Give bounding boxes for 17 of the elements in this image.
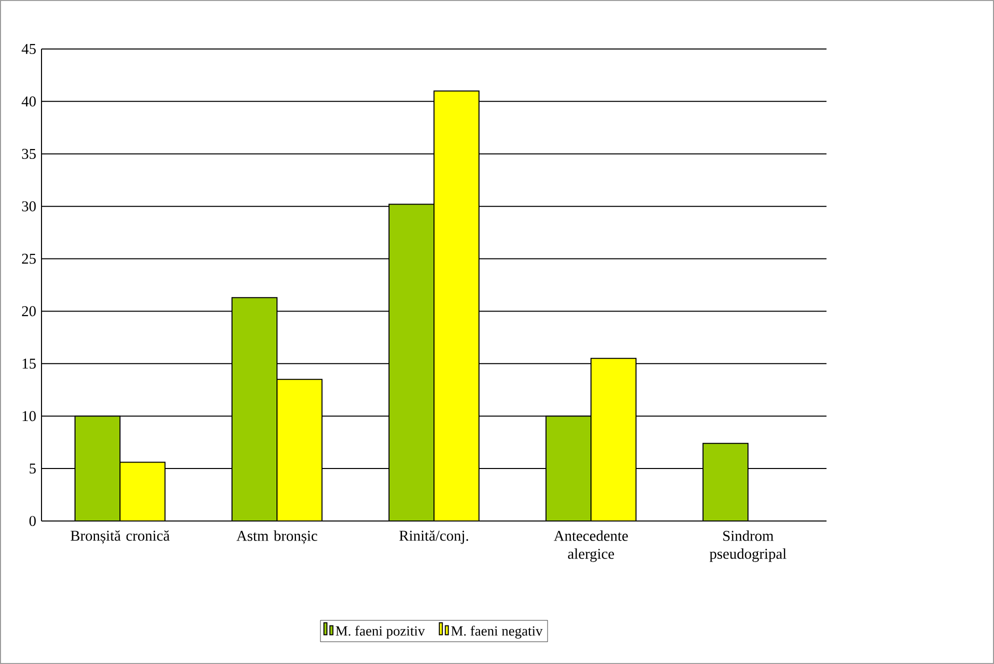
y-tick-label: 45 [22, 44, 36, 54]
y-tick-label: 20 [22, 306, 36, 316]
x-tick-label: Antecedente alergice [554, 530, 628, 562]
y-tick-label: 35 [22, 148, 36, 159]
y-tick-label: 30 [22, 201, 36, 212]
y-tick-label: 5 [30, 464, 36, 474]
x-tick-label: Sindrom pseudogripal [710, 530, 786, 562]
legend-label: M. faeni pozitiv [336, 626, 425, 639]
y-tick-label: 15 [22, 358, 36, 369]
legend-label: M. faeni negativ [451, 626, 543, 639]
y-tick-label: 10 [22, 411, 36, 422]
y-tick-label: 0 [29, 516, 36, 526]
x-tick-label: Astm bronșic [236, 530, 318, 544]
x-tick-label: Bronșită cronică [70, 530, 170, 544]
y-tick-label: 25 [22, 254, 36, 264]
x-tick-label: Rinită/conj. [399, 530, 468, 544]
y-tick-label: 40 [22, 96, 36, 106]
